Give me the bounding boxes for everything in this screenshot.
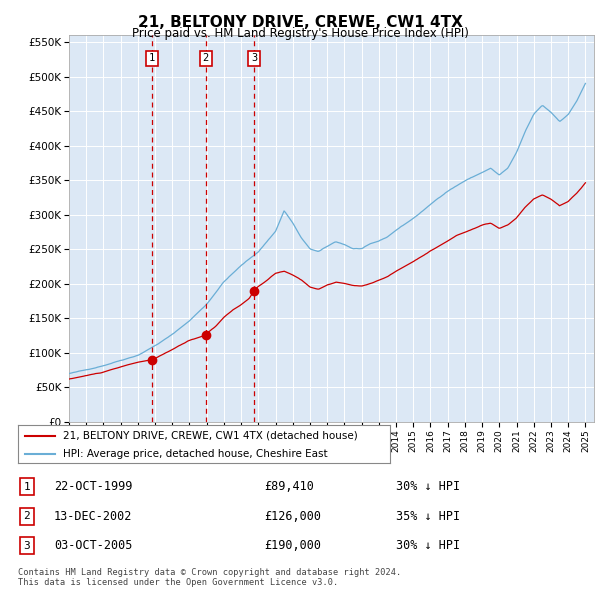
Text: 13-DEC-2002: 13-DEC-2002	[54, 510, 133, 523]
Text: 30% ↓ HPI: 30% ↓ HPI	[396, 480, 460, 493]
Text: £89,410: £89,410	[264, 480, 314, 493]
Text: Price paid vs. HM Land Registry's House Price Index (HPI): Price paid vs. HM Land Registry's House …	[131, 27, 469, 40]
Text: 1: 1	[149, 53, 155, 63]
Text: 2: 2	[203, 53, 209, 63]
Text: 03-OCT-2005: 03-OCT-2005	[54, 539, 133, 552]
Text: 35% ↓ HPI: 35% ↓ HPI	[396, 510, 460, 523]
Text: 22-OCT-1999: 22-OCT-1999	[54, 480, 133, 493]
Text: 3: 3	[23, 541, 31, 550]
Text: 30% ↓ HPI: 30% ↓ HPI	[396, 539, 460, 552]
Text: 1: 1	[23, 482, 31, 491]
Text: 21, BELTONY DRIVE, CREWE, CW1 4TX: 21, BELTONY DRIVE, CREWE, CW1 4TX	[137, 15, 463, 30]
Text: £126,000: £126,000	[264, 510, 321, 523]
Text: 21, BELTONY DRIVE, CREWE, CW1 4TX (detached house): 21, BELTONY DRIVE, CREWE, CW1 4TX (detac…	[62, 431, 358, 441]
Text: Contains HM Land Registry data © Crown copyright and database right 2024.
This d: Contains HM Land Registry data © Crown c…	[18, 568, 401, 587]
Text: 2: 2	[23, 512, 31, 521]
Text: 3: 3	[251, 53, 257, 63]
Text: £190,000: £190,000	[264, 539, 321, 552]
Text: HPI: Average price, detached house, Cheshire East: HPI: Average price, detached house, Ches…	[62, 448, 327, 458]
